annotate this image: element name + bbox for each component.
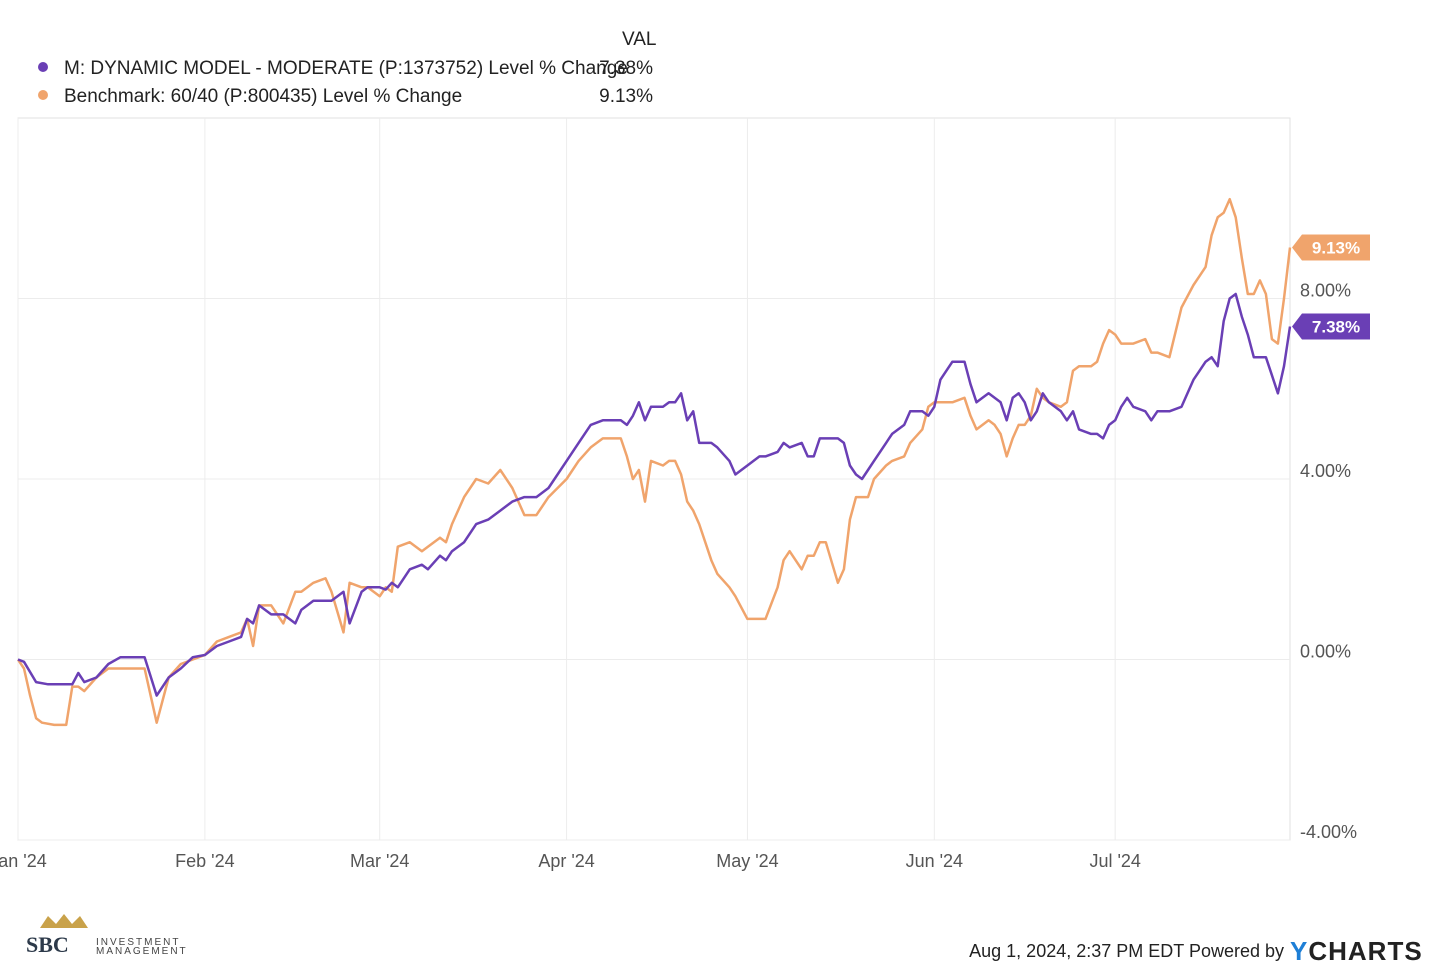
legend-header: VAL: [622, 29, 657, 50]
end-flags: 7.38% 9.13%: [1292, 234, 1370, 340]
legend-value-model: 7.38%: [599, 58, 653, 79]
x-tick-label: May '24: [716, 851, 778, 871]
x-tick-label: Jun '24: [906, 851, 963, 871]
series-line-model: [17, 292, 1292, 697]
legend-marker-model: [38, 62, 48, 72]
x-tick-label: Jul '24: [1089, 851, 1140, 871]
end-flag-benchmark: 9.13%: [1292, 234, 1370, 261]
x-tick-label: Apr '24: [538, 851, 594, 871]
y-tick-label: -4.00%: [1300, 822, 1357, 842]
y-axis: 8.00% 4.00% 0.00% -4.00%: [1300, 281, 1357, 843]
legend-label-benchmark: Benchmark: 60/40 (P:800435) Level % Chan…: [64, 86, 462, 107]
x-tick-label: Feb '24: [175, 851, 234, 871]
legend-marker-benchmark: [38, 90, 48, 100]
sbc-logo: SBC INVESTMENT MANAGEMENT: [26, 914, 188, 957]
end-flag-shape: [1292, 234, 1370, 261]
y-tick-label: 0.00%: [1300, 642, 1351, 662]
logo-line1: INVESTMENT: [96, 937, 180, 948]
ycharts-rest: CHARTS: [1308, 936, 1422, 966]
legend: VAL M: DYNAMIC MODEL - MODERATE (P:13737…: [38, 29, 657, 107]
crown-icon: [40, 914, 88, 928]
logo-line2: MANAGEMENT: [96, 946, 188, 957]
ycharts-logo: YCHARTS: [1290, 936, 1423, 966]
grid: [17, 118, 1290, 841]
footer-timestamp: Aug 1, 2024, 2:37 PM EDT Powered by: [969, 941, 1284, 961]
series-line-benchmark: [16, 197, 1292, 727]
logo-main: SBC: [26, 932, 69, 957]
x-tick-label: Jan '24: [0, 851, 47, 871]
x-tick-label: Mar '24: [350, 851, 409, 871]
legend-value-benchmark: 9.13%: [599, 86, 653, 107]
end-flag-label: 7.38%: [1312, 317, 1360, 336]
legend-label-model: M: DYNAMIC MODEL - MODERATE (P:1373752) …: [64, 58, 628, 79]
ycharts-y: Y: [1290, 936, 1308, 966]
y-tick-label: 4.00%: [1300, 461, 1351, 481]
end-flag-label: 9.13%: [1312, 239, 1360, 258]
end-flag-shape: [1292, 313, 1370, 340]
series-layer: [16, 197, 1292, 727]
x-axis: Jan '24 Feb '24 Mar '24 Apr '24 May '24 Jun '…: [0, 851, 1141, 871]
y-tick-label: 8.00%: [1300, 281, 1351, 301]
end-flag-model: 7.38%: [1292, 313, 1370, 340]
